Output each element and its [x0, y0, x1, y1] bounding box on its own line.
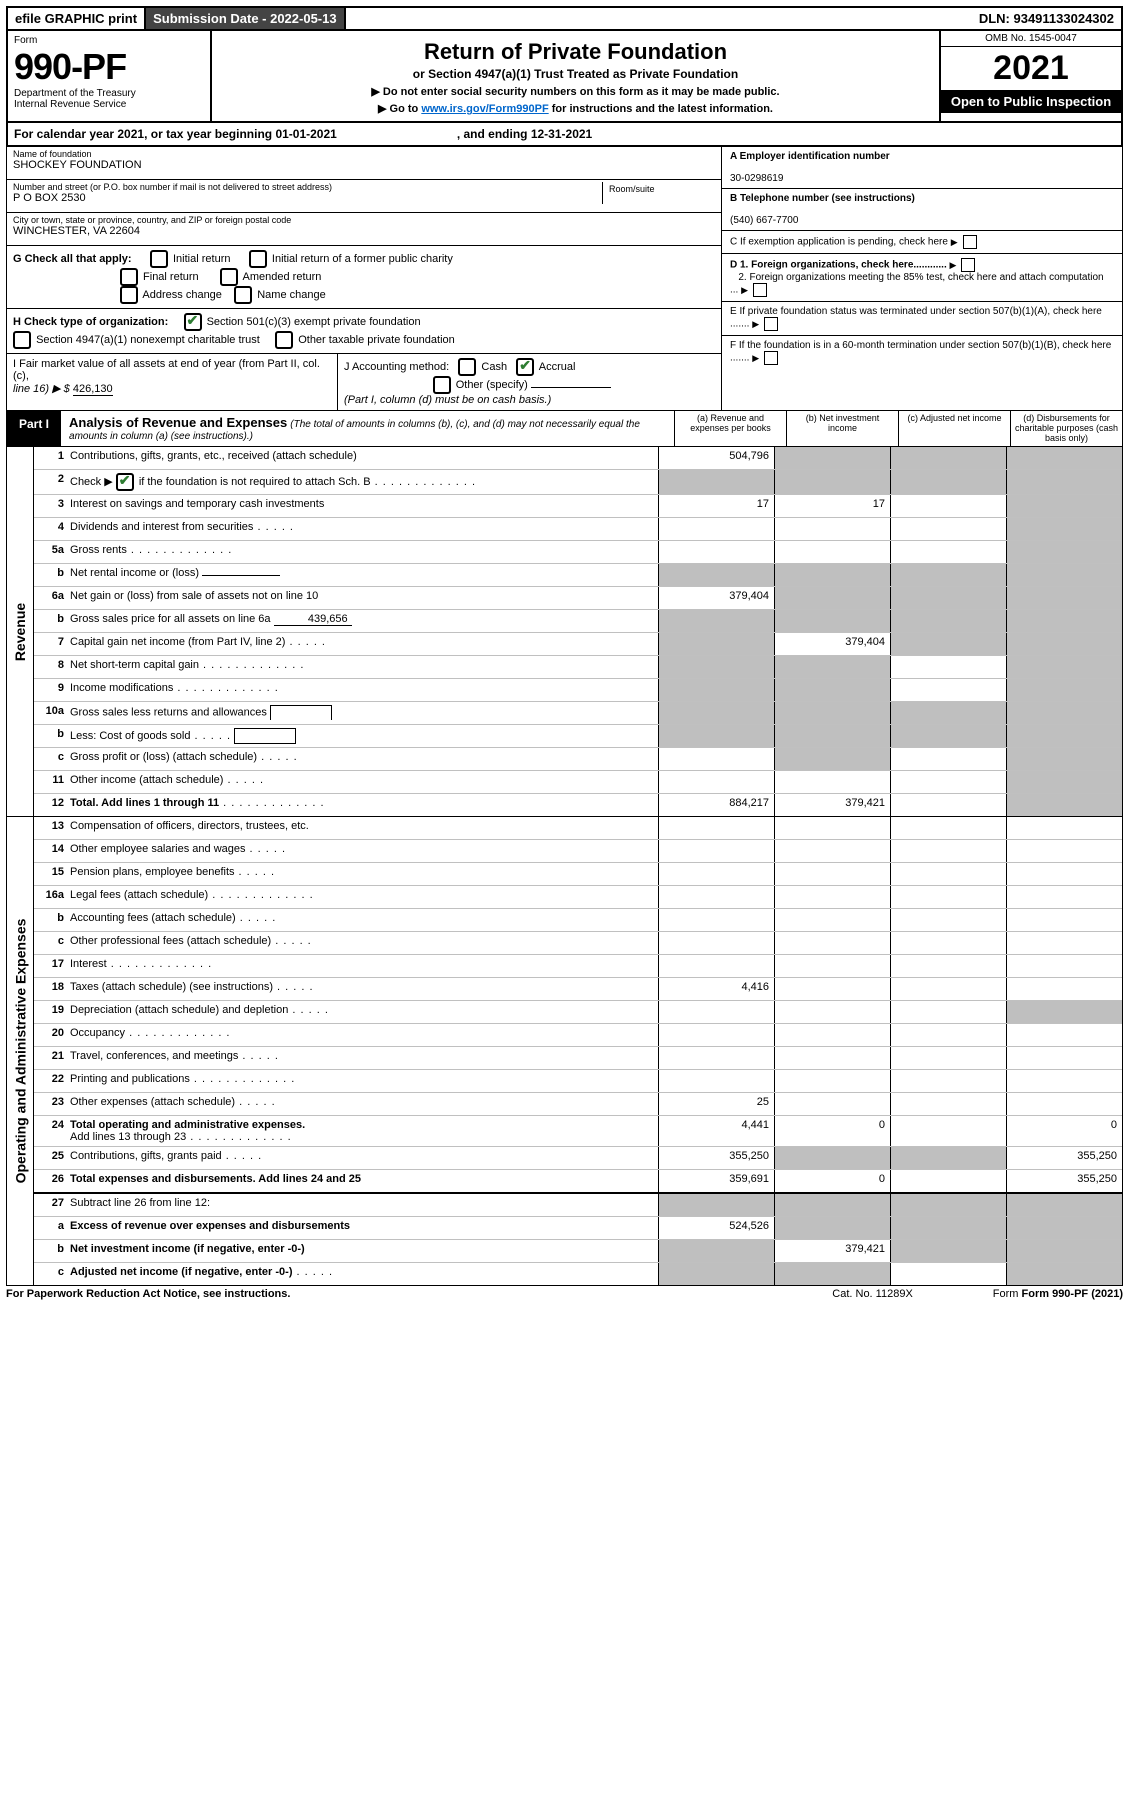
cb-f[interactable]: [764, 351, 778, 365]
irs-link[interactable]: www.irs.gov/Form990PF: [421, 103, 548, 115]
expenses-table: Operating and Administrative Expenses 13…: [6, 817, 1123, 1286]
fmv-value: 426,130: [73, 383, 113, 396]
ein-cell: A Employer identification number 30-0298…: [722, 147, 1122, 189]
calendar-year-row: For calendar year 2021, or tax year begi…: [6, 123, 1123, 147]
cb-address-change[interactable]: [120, 286, 138, 304]
efile-label: efile GRAPHIC print: [8, 8, 146, 29]
cb-final-return[interactable]: [120, 268, 138, 286]
cb-former-public[interactable]: [249, 250, 267, 268]
cb-schb[interactable]: [116, 473, 134, 491]
calyear-begin: For calendar year 2021, or tax year begi…: [14, 127, 337, 141]
col-c: (c) Adjusted net income: [898, 411, 1010, 446]
e-cell: E If private foundation status was termi…: [722, 302, 1122, 336]
cb-other-method[interactable]: [433, 376, 451, 394]
cb-accrual[interactable]: [516, 358, 534, 376]
tax-year: 2021: [941, 47, 1121, 90]
phone-cell: B Telephone number (see instructions) (5…: [722, 189, 1122, 231]
submission-date: Submission Date - 2022-05-13: [146, 8, 346, 29]
cb-4947[interactable]: [13, 331, 31, 349]
form-header: Form 990-PF Department of the Treasury I…: [6, 31, 1123, 123]
cb-name-change[interactable]: [234, 286, 252, 304]
cb-amended[interactable]: [220, 268, 238, 286]
page-footer: For Paperwork Reduction Act Notice, see …: [6, 1286, 1123, 1302]
ij-row: I Fair market value of all assets at end…: [7, 354, 721, 410]
col-d: (d) Disbursements for charitable purpose…: [1010, 411, 1122, 446]
cb-initial-return[interactable]: [150, 250, 168, 268]
top-bar: efile GRAPHIC print Submission Date - 20…: [6, 6, 1123, 31]
form-title: Return of Private Foundation: [218, 39, 933, 65]
cb-d2[interactable]: [753, 283, 767, 297]
note-link: ▶ Go to www.irs.gov/Form990PF for instru…: [218, 102, 933, 115]
d-cell: D 1. Foreign organizations, check here..…: [722, 254, 1122, 302]
column-headers: (a) Revenue and expenses per books (b) N…: [674, 411, 1122, 446]
dept-label: Department of the Treasury: [14, 88, 204, 99]
g-check-row: G Check all that apply: Initial return I…: [7, 246, 721, 309]
col-b: (b) Net investment income: [786, 411, 898, 446]
revenue-table: Revenue 1Contributions, gifts, grants, e…: [6, 447, 1123, 817]
cb-e[interactable]: [764, 317, 778, 331]
part1-tag: Part I: [7, 411, 61, 446]
f-cell: F If the foundation is in a 60-month ter…: [722, 336, 1122, 369]
note-ssn: ▶ Do not enter social security numbers o…: [218, 85, 933, 98]
dln: DLN: 93491133024302: [972, 8, 1121, 29]
irs-label: Internal Revenue Service: [14, 99, 204, 110]
h-check-row: H Check type of organization: Section 50…: [7, 309, 721, 354]
omb-number: OMB No. 1545-0047: [941, 31, 1121, 47]
cb-cash[interactable]: [458, 358, 476, 376]
room-suite: Room/suite: [603, 182, 715, 204]
info-section: Name of foundation SHOCKEY FOUNDATION Nu…: [6, 147, 1123, 411]
city-cell: City or town, state or province, country…: [7, 213, 721, 246]
form-subtitle: or Section 4947(a)(1) Trust Treated as P…: [218, 67, 933, 81]
form-number: 990-PF: [14, 46, 204, 88]
col-a: (a) Revenue and expenses per books: [674, 411, 786, 446]
c-cell: C If exemption application is pending, c…: [722, 231, 1122, 254]
cb-c[interactable]: [963, 235, 977, 249]
cb-d1[interactable]: [961, 258, 975, 272]
part1-header: Part I Analysis of Revenue and Expenses …: [6, 411, 1123, 447]
name-cell: Name of foundation SHOCKEY FOUNDATION: [7, 147, 721, 180]
cb-other-taxable[interactable]: [275, 331, 293, 349]
open-inspection: Open to Public Inspection: [941, 90, 1121, 113]
revenue-label: Revenue: [7, 447, 34, 816]
cb-501c3[interactable]: [184, 313, 202, 331]
form-label: Form: [14, 35, 204, 46]
expenses-label: Operating and Administrative Expenses: [7, 817, 34, 1285]
address-cell: Number and street (or P.O. box number if…: [7, 180, 721, 213]
calyear-end: , and ending 12-31-2021: [457, 127, 592, 141]
